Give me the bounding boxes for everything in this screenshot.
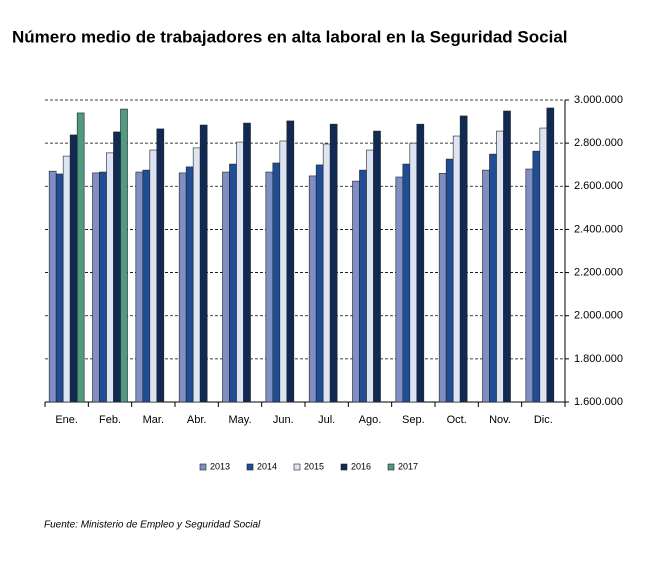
bar (315, 164, 324, 403)
bar (366, 149, 374, 403)
bar (222, 171, 230, 403)
bar (359, 169, 367, 403)
y-tick-label: 1.600.000 (574, 396, 623, 408)
bar (99, 171, 107, 403)
bar (308, 175, 317, 403)
chart-title: Número medio de trabajadores en alta lab… (12, 27, 568, 46)
bar (178, 172, 187, 403)
bar (409, 142, 418, 403)
bar (329, 123, 338, 403)
bar (373, 130, 381, 403)
bar (185, 166, 194, 403)
bar (489, 153, 497, 403)
bar (416, 123, 425, 403)
bar (236, 141, 244, 403)
x-tick-label: Nov. (489, 414, 511, 426)
bar (438, 173, 447, 403)
legend-swatch (293, 463, 301, 471)
bar (149, 149, 158, 403)
bar (532, 150, 541, 403)
bar (452, 135, 461, 403)
bar (142, 169, 151, 403)
bar (445, 158, 454, 403)
bar (272, 162, 281, 403)
source-note: Fuente: Ministerio de Empleo y Seguridad… (44, 520, 261, 531)
bar (546, 107, 555, 403)
bar (459, 115, 468, 403)
bar (135, 171, 144, 403)
bar (496, 130, 504, 403)
y-tick-label: 2.400.000 (574, 223, 623, 235)
legend-label: 2016 (351, 461, 371, 471)
bar (265, 171, 274, 403)
bar (48, 170, 57, 403)
bar (279, 140, 288, 403)
bar (199, 124, 208, 403)
bar (62, 155, 71, 403)
x-tick-label: Mar. (143, 414, 164, 426)
y-tick-label: 2.800.000 (574, 137, 623, 149)
x-tick-label: Feb. (99, 414, 121, 426)
x-tick-label: Ene. (55, 414, 78, 426)
bar (76, 112, 85, 403)
bar (525, 168, 534, 403)
bar (322, 143, 331, 403)
bar (539, 127, 548, 403)
bar (120, 108, 128, 403)
y-tick-label: 1.800.000 (574, 353, 623, 365)
y-tick-label: 2.600.000 (574, 180, 623, 192)
x-tick-label: Dic. (534, 414, 553, 426)
bar (482, 169, 490, 403)
x-tick-label: May. (228, 414, 251, 426)
legend-swatch (387, 463, 395, 471)
x-tick-label: Sep. (402, 414, 425, 426)
bar (156, 128, 165, 403)
bar (69, 134, 78, 403)
legend-swatch (246, 463, 254, 471)
x-tick-label: Ago. (359, 414, 382, 426)
bar (229, 163, 237, 403)
y-tick-label: 3.000.000 (574, 94, 623, 106)
legend-label: 2017 (398, 461, 418, 471)
legend-swatch (199, 463, 207, 471)
bar (352, 180, 360, 403)
bar (243, 122, 251, 403)
x-tick-label: Oct. (447, 414, 467, 426)
bar (92, 172, 100, 403)
x-tick-label: Abr. (187, 414, 207, 426)
legend-label: 2015 (304, 461, 324, 471)
bar (503, 110, 511, 403)
bar (106, 152, 114, 403)
y-tick-label: 2.000.000 (574, 310, 623, 322)
y-tick-label: 2.200.000 (574, 266, 623, 278)
x-tick-label: Jun. (273, 414, 294, 426)
bar (192, 147, 201, 403)
bar (286, 120, 295, 403)
legend-label: 2013 (210, 461, 230, 471)
bar (55, 173, 64, 403)
bar (113, 131, 121, 403)
legend-label: 2014 (257, 461, 277, 471)
bar (395, 176, 404, 403)
x-tick-label: Jul. (318, 414, 335, 426)
bar (402, 163, 411, 403)
legend-swatch (340, 463, 348, 471)
